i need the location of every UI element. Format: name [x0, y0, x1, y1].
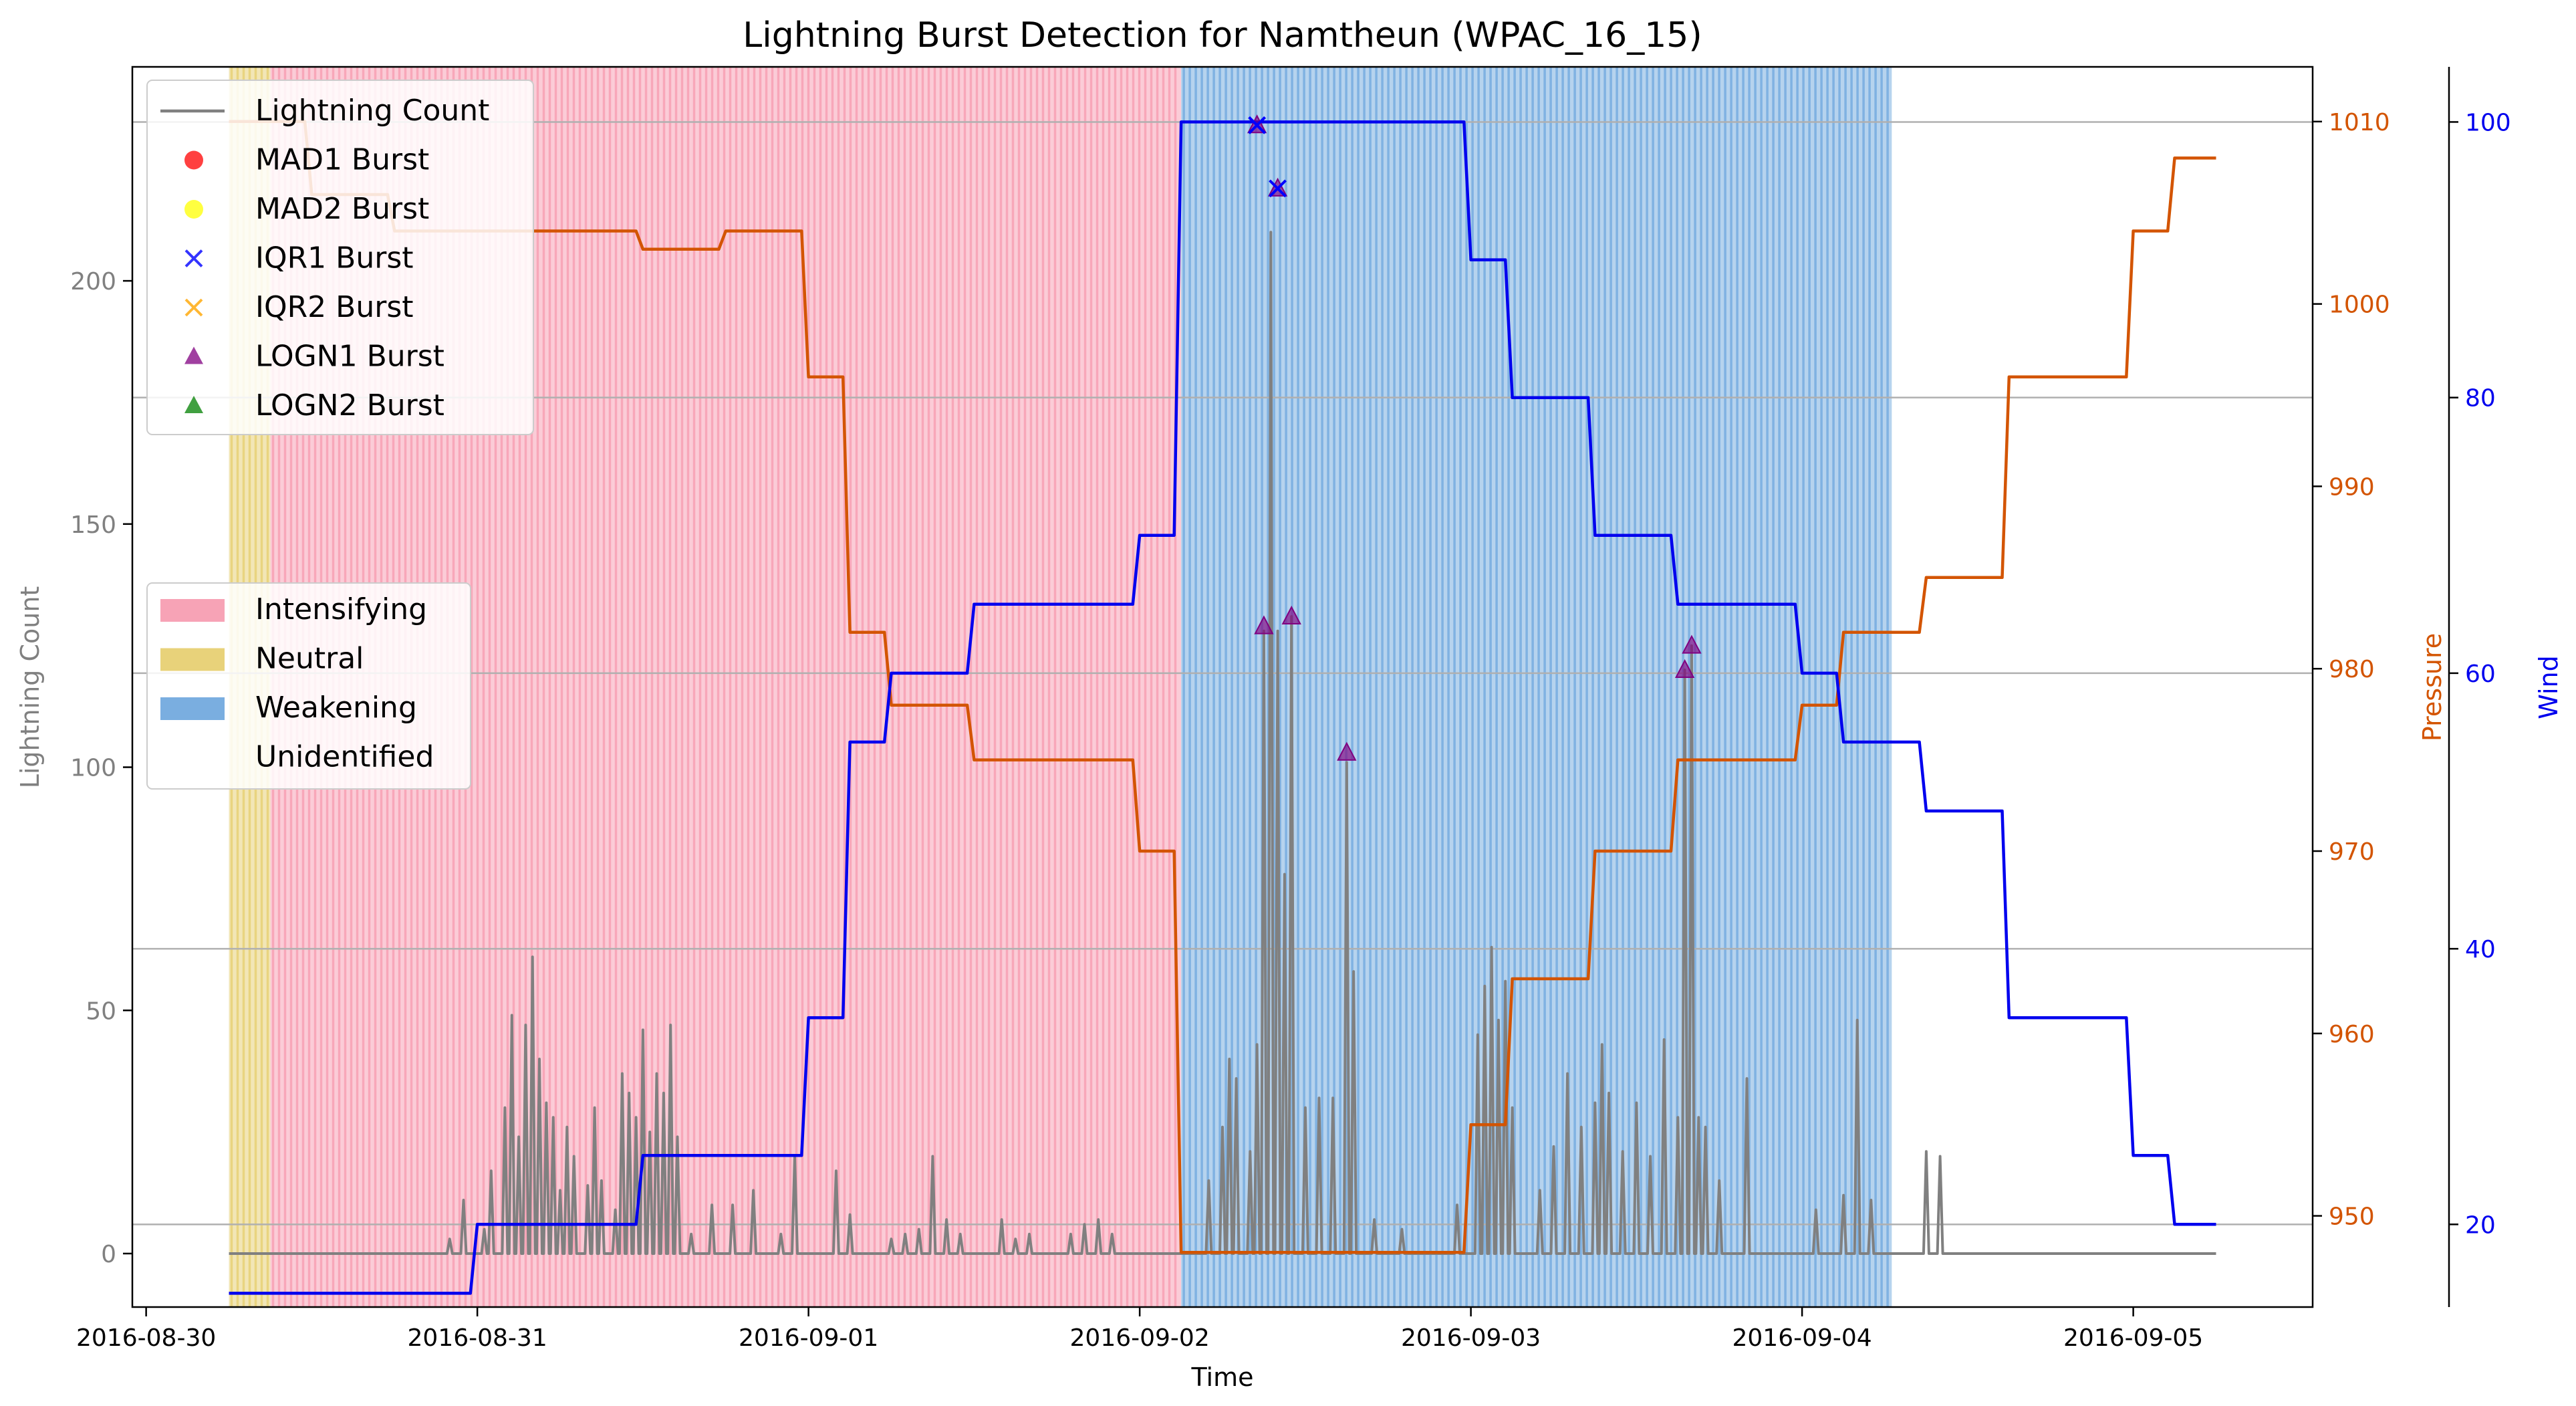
x-tick-label: 2016-09-03 [1401, 1324, 1541, 1352]
y-axis-label-count: Lightning Count [15, 586, 45, 789]
legend-swatch [160, 599, 225, 622]
legend-label: Lightning Count [255, 94, 489, 128]
x-tick-label: 2016-09-04 [1732, 1324, 1872, 1352]
legend-phases: Intensifying Neutral Weakening Unidentified [146, 582, 471, 790]
pressure-series [229, 120, 2216, 1254]
legend-label: MAD2 Burst [255, 192, 429, 226]
count-tick-label: 200 [70, 268, 116, 296]
plot-frame [131, 66, 2314, 1308]
legend-swatch [160, 648, 225, 671]
logn1-burst-marker [1254, 615, 1274, 634]
phase-hatch [1182, 67, 1889, 1307]
wind-tick-label: 60 [2465, 661, 2496, 688]
pressure-tick-label: 1000 [2329, 291, 2390, 319]
count-tick-label: 50 [86, 998, 116, 1025]
count-tick-label: 150 [70, 511, 116, 539]
y-axis-wind: 20 40 60 80 100 [2449, 109, 2511, 1239]
y-axis-pressure: 950 960 970 980 990 1000 1010 [2313, 109, 2390, 1231]
legend-label: Neutral [255, 642, 364, 676]
count-tick-label: 100 [70, 755, 116, 782]
pressure-tick-label: 950 [2329, 1203, 2375, 1231]
x-tick-label: 2016-09-01 [739, 1324, 878, 1352]
pressure-tick-label: 990 [2329, 473, 2375, 501]
logn1-burst-marker [1337, 741, 1357, 761]
legend-swatch [184, 346, 203, 364]
logn1-burst-marker [1682, 634, 1702, 654]
legend-swatch [184, 200, 203, 219]
legend-swatch [160, 746, 225, 770]
x-tick-label: 2016-09-02 [1070, 1324, 1210, 1352]
wind-tick-label: 80 [2465, 385, 2496, 413]
lightning-count-line [229, 231, 2216, 1255]
lightning-count-series [229, 231, 2216, 1255]
pressure-tick-label: 1010 [2329, 109, 2390, 136]
x-tick-label: 2016-08-30 [76, 1324, 216, 1352]
count-tick-label: 0 [101, 1241, 116, 1268]
y-axis-label-pressure: Pressure [2418, 633, 2447, 741]
legend-swatch [184, 298, 203, 317]
wind-line [229, 120, 2216, 1295]
legend-swatch [184, 150, 203, 170]
legend-label: Intensifying [255, 592, 427, 626]
pressure-tick-label: 980 [2329, 656, 2375, 683]
wind-tick-label: 40 [2465, 936, 2496, 963]
x-tick-label: 2016-09-05 [2063, 1324, 2203, 1352]
wind-tick-label: 20 [2465, 1211, 2496, 1239]
chart-title: Lightning Burst Detection for Namtheun (… [743, 15, 1702, 55]
x-axis-label: Time [1191, 1363, 1254, 1392]
legend-swatch [184, 396, 203, 413]
x-tick-label: 2016-08-31 [408, 1324, 547, 1352]
logn1-burst-marker [1674, 659, 1695, 679]
y-axis-count: 0 50 100 150 200 [70, 268, 132, 1268]
legend-label: Unidentified [255, 740, 434, 774]
legend-label: IQR1 Burst [255, 241, 414, 275]
legend-label: LOGN2 Burst [255, 388, 444, 423]
legend-label: LOGN1 Burst [255, 340, 444, 374]
legend-label: Weakening [255, 691, 417, 725]
pressure-tick-label: 960 [2329, 1021, 2375, 1048]
x-axis: 2016-08-30 2016-08-31 2016-09-01 2016-09-02… [76, 1307, 2203, 1352]
legend-label: MAD1 Burst [255, 143, 429, 177]
burst-markers [1247, 114, 1702, 761]
pressure-tick-label: 970 [2329, 838, 2375, 866]
wind-tick-label: 100 [2465, 109, 2511, 136]
legend-swatch [184, 249, 203, 267]
iqr1-burst-marker [1248, 116, 1267, 134]
legend-swatch [160, 697, 225, 720]
iqr1-burst-marker [1269, 179, 1287, 198]
logn1-burst-marker [1281, 605, 1301, 625]
y-axis-label-wind: Wind [2534, 655, 2563, 719]
legend-label: IQR2 Burst [255, 290, 414, 324]
wind-series [229, 120, 2216, 1295]
legend-series: Lightning Count MAD1 Burst MAD2 Burst IQR1 … [146, 80, 534, 435]
pressure-line [229, 120, 2216, 1254]
